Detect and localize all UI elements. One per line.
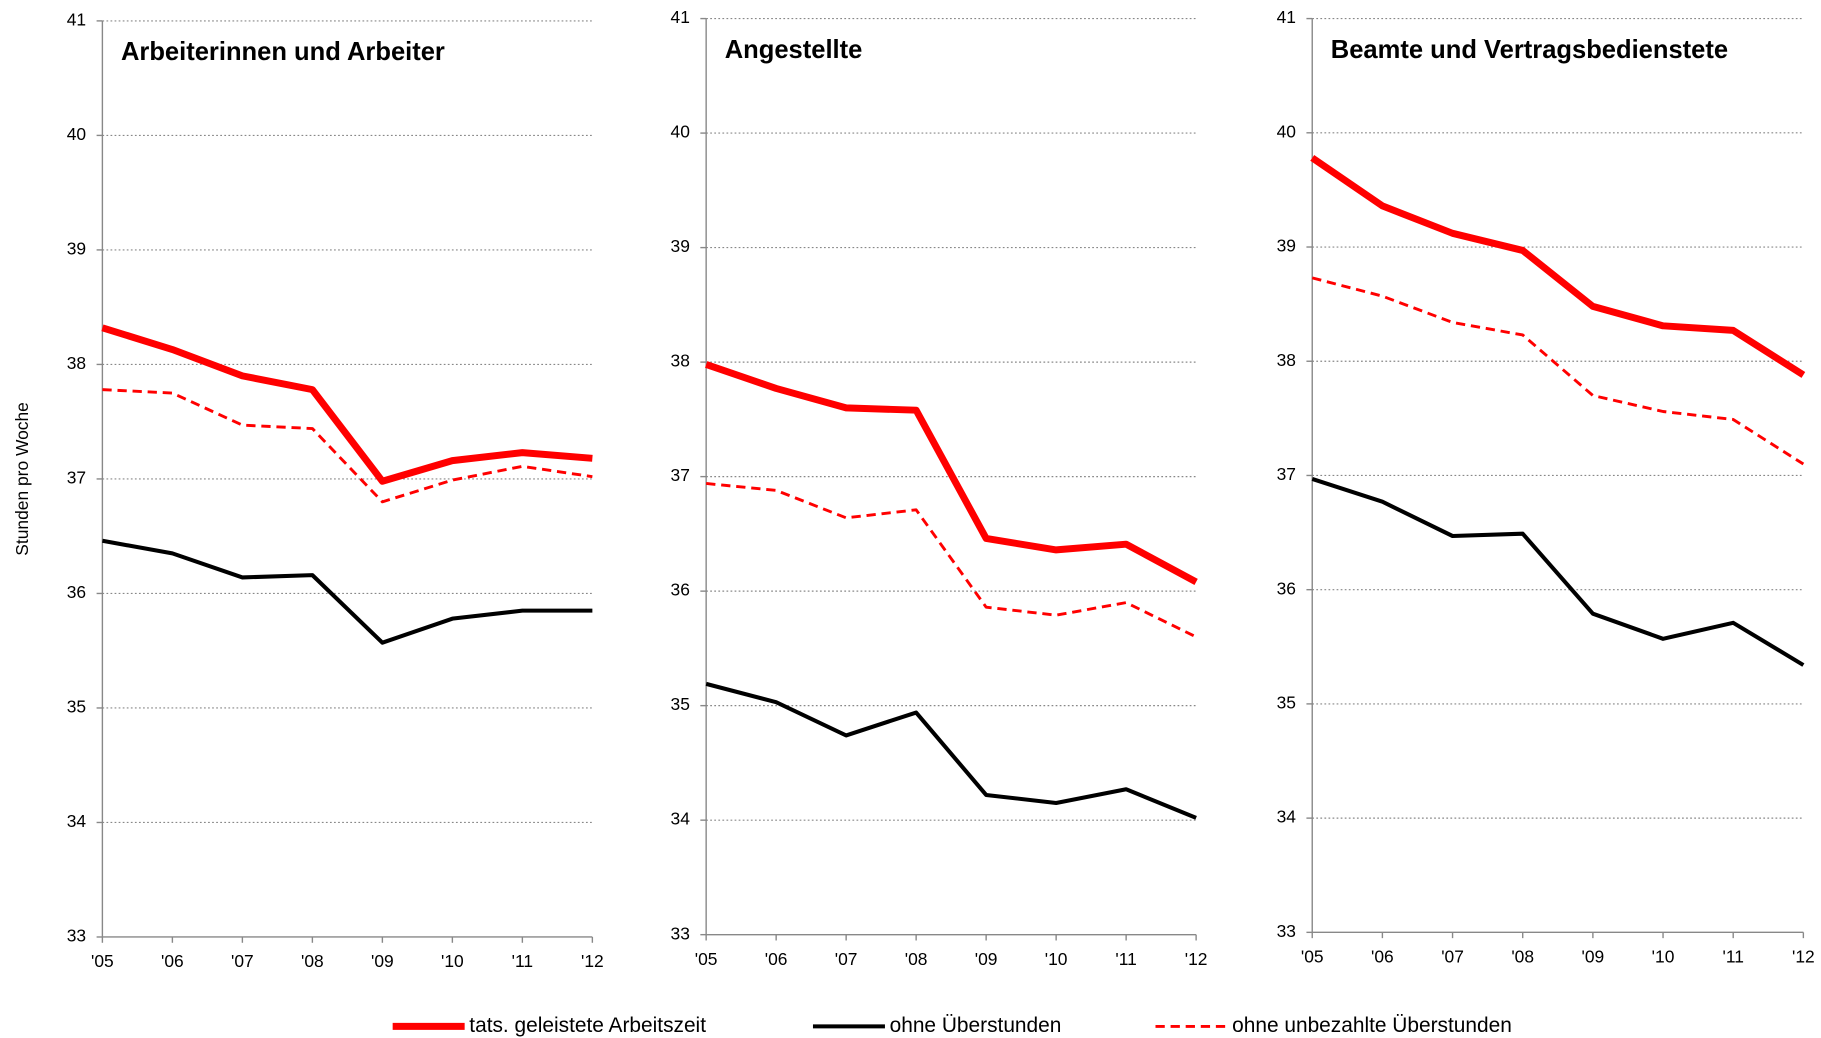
x-tick-label: '05 xyxy=(1301,946,1324,966)
y-tick-label: 35 xyxy=(67,697,86,717)
y-axis-label: Stunden pro Woche xyxy=(12,402,32,556)
series-line xyxy=(705,361,1198,586)
x-tick-label: '12 xyxy=(1792,946,1815,966)
legend-label: tats. geleistete Arbeitszeit xyxy=(469,1014,706,1037)
x-tick-label: '12 xyxy=(581,951,604,971)
y-tick-label: 33 xyxy=(1277,921,1296,941)
y-tick-label: 33 xyxy=(67,926,86,946)
series-line xyxy=(102,538,593,645)
series-line xyxy=(1311,476,1805,667)
y-tick-label: 40 xyxy=(671,122,690,142)
x-tick-label: '09 xyxy=(1582,946,1605,966)
chart-title: Arbeiterinnen und Arbeiter xyxy=(121,38,445,66)
y-tick-label: 38 xyxy=(1277,350,1296,370)
x-tick-label: '09 xyxy=(975,949,998,969)
y-tick-label: 36 xyxy=(671,580,690,600)
y-tick-label: 41 xyxy=(671,7,690,27)
x-tick-label: '05 xyxy=(695,949,718,969)
chart-title: Angestellte xyxy=(725,36,863,64)
y-tick-label: 35 xyxy=(1277,692,1296,712)
y-tick-label: 33 xyxy=(671,923,690,943)
x-tick-label: '10 xyxy=(1652,946,1675,966)
y-tick-label: 36 xyxy=(67,582,86,602)
x-tick-label: '08 xyxy=(905,949,928,969)
y-tick-label: 37 xyxy=(67,468,86,488)
y-tick-label: 38 xyxy=(67,353,86,373)
legend-label: ohne Überstunden xyxy=(890,1014,1062,1037)
y-tick-label: 39 xyxy=(67,239,86,259)
x-tick-label: '09 xyxy=(371,951,394,971)
y-tick-label: 40 xyxy=(1277,121,1296,141)
x-tick-label: '06 xyxy=(161,951,184,971)
series-line xyxy=(102,388,593,504)
y-tick-label: 34 xyxy=(671,809,691,829)
y-tick-label: 34 xyxy=(67,811,87,831)
x-tick-label: '12 xyxy=(1185,949,1208,969)
x-tick-label: '11 xyxy=(512,951,533,971)
x-tick-label: '08 xyxy=(1511,946,1534,966)
series-line xyxy=(706,482,1197,639)
series-line xyxy=(1311,276,1805,466)
x-tick-label: '10 xyxy=(441,951,464,971)
x-tick-label: '05 xyxy=(91,951,114,971)
x-tick-label: '11 xyxy=(1115,949,1136,969)
x-tick-label: '07 xyxy=(231,951,254,971)
y-tick-label: 40 xyxy=(67,124,86,144)
x-tick-label: '07 xyxy=(835,949,858,969)
y-tick-label: 41 xyxy=(67,9,86,29)
series-line xyxy=(1310,155,1806,378)
y-tick-label: 37 xyxy=(671,465,690,485)
x-tick-label: '06 xyxy=(765,949,788,969)
x-tick-label: '06 xyxy=(1371,946,1394,966)
y-tick-label: 41 xyxy=(1277,7,1296,27)
x-tick-label: '08 xyxy=(301,951,324,971)
x-tick-label: '11 xyxy=(1723,946,1744,966)
chart-title: Beamte und Vertragsbedienstete xyxy=(1331,36,1728,64)
legend-label: ohne unbezahlte Überstunden xyxy=(1232,1014,1512,1037)
y-tick-label: 37 xyxy=(1277,464,1296,484)
y-tick-label: 34 xyxy=(1277,807,1297,827)
series-line xyxy=(101,324,593,485)
y-tick-label: 39 xyxy=(671,236,690,256)
y-tick-label: 36 xyxy=(1277,578,1296,598)
x-tick-label: '10 xyxy=(1045,949,1068,969)
x-tick-label: '07 xyxy=(1441,946,1464,966)
y-tick-label: 35 xyxy=(671,694,690,714)
y-tick-label: 38 xyxy=(671,351,690,371)
y-tick-label: 39 xyxy=(1277,236,1296,256)
series-line xyxy=(705,681,1197,820)
